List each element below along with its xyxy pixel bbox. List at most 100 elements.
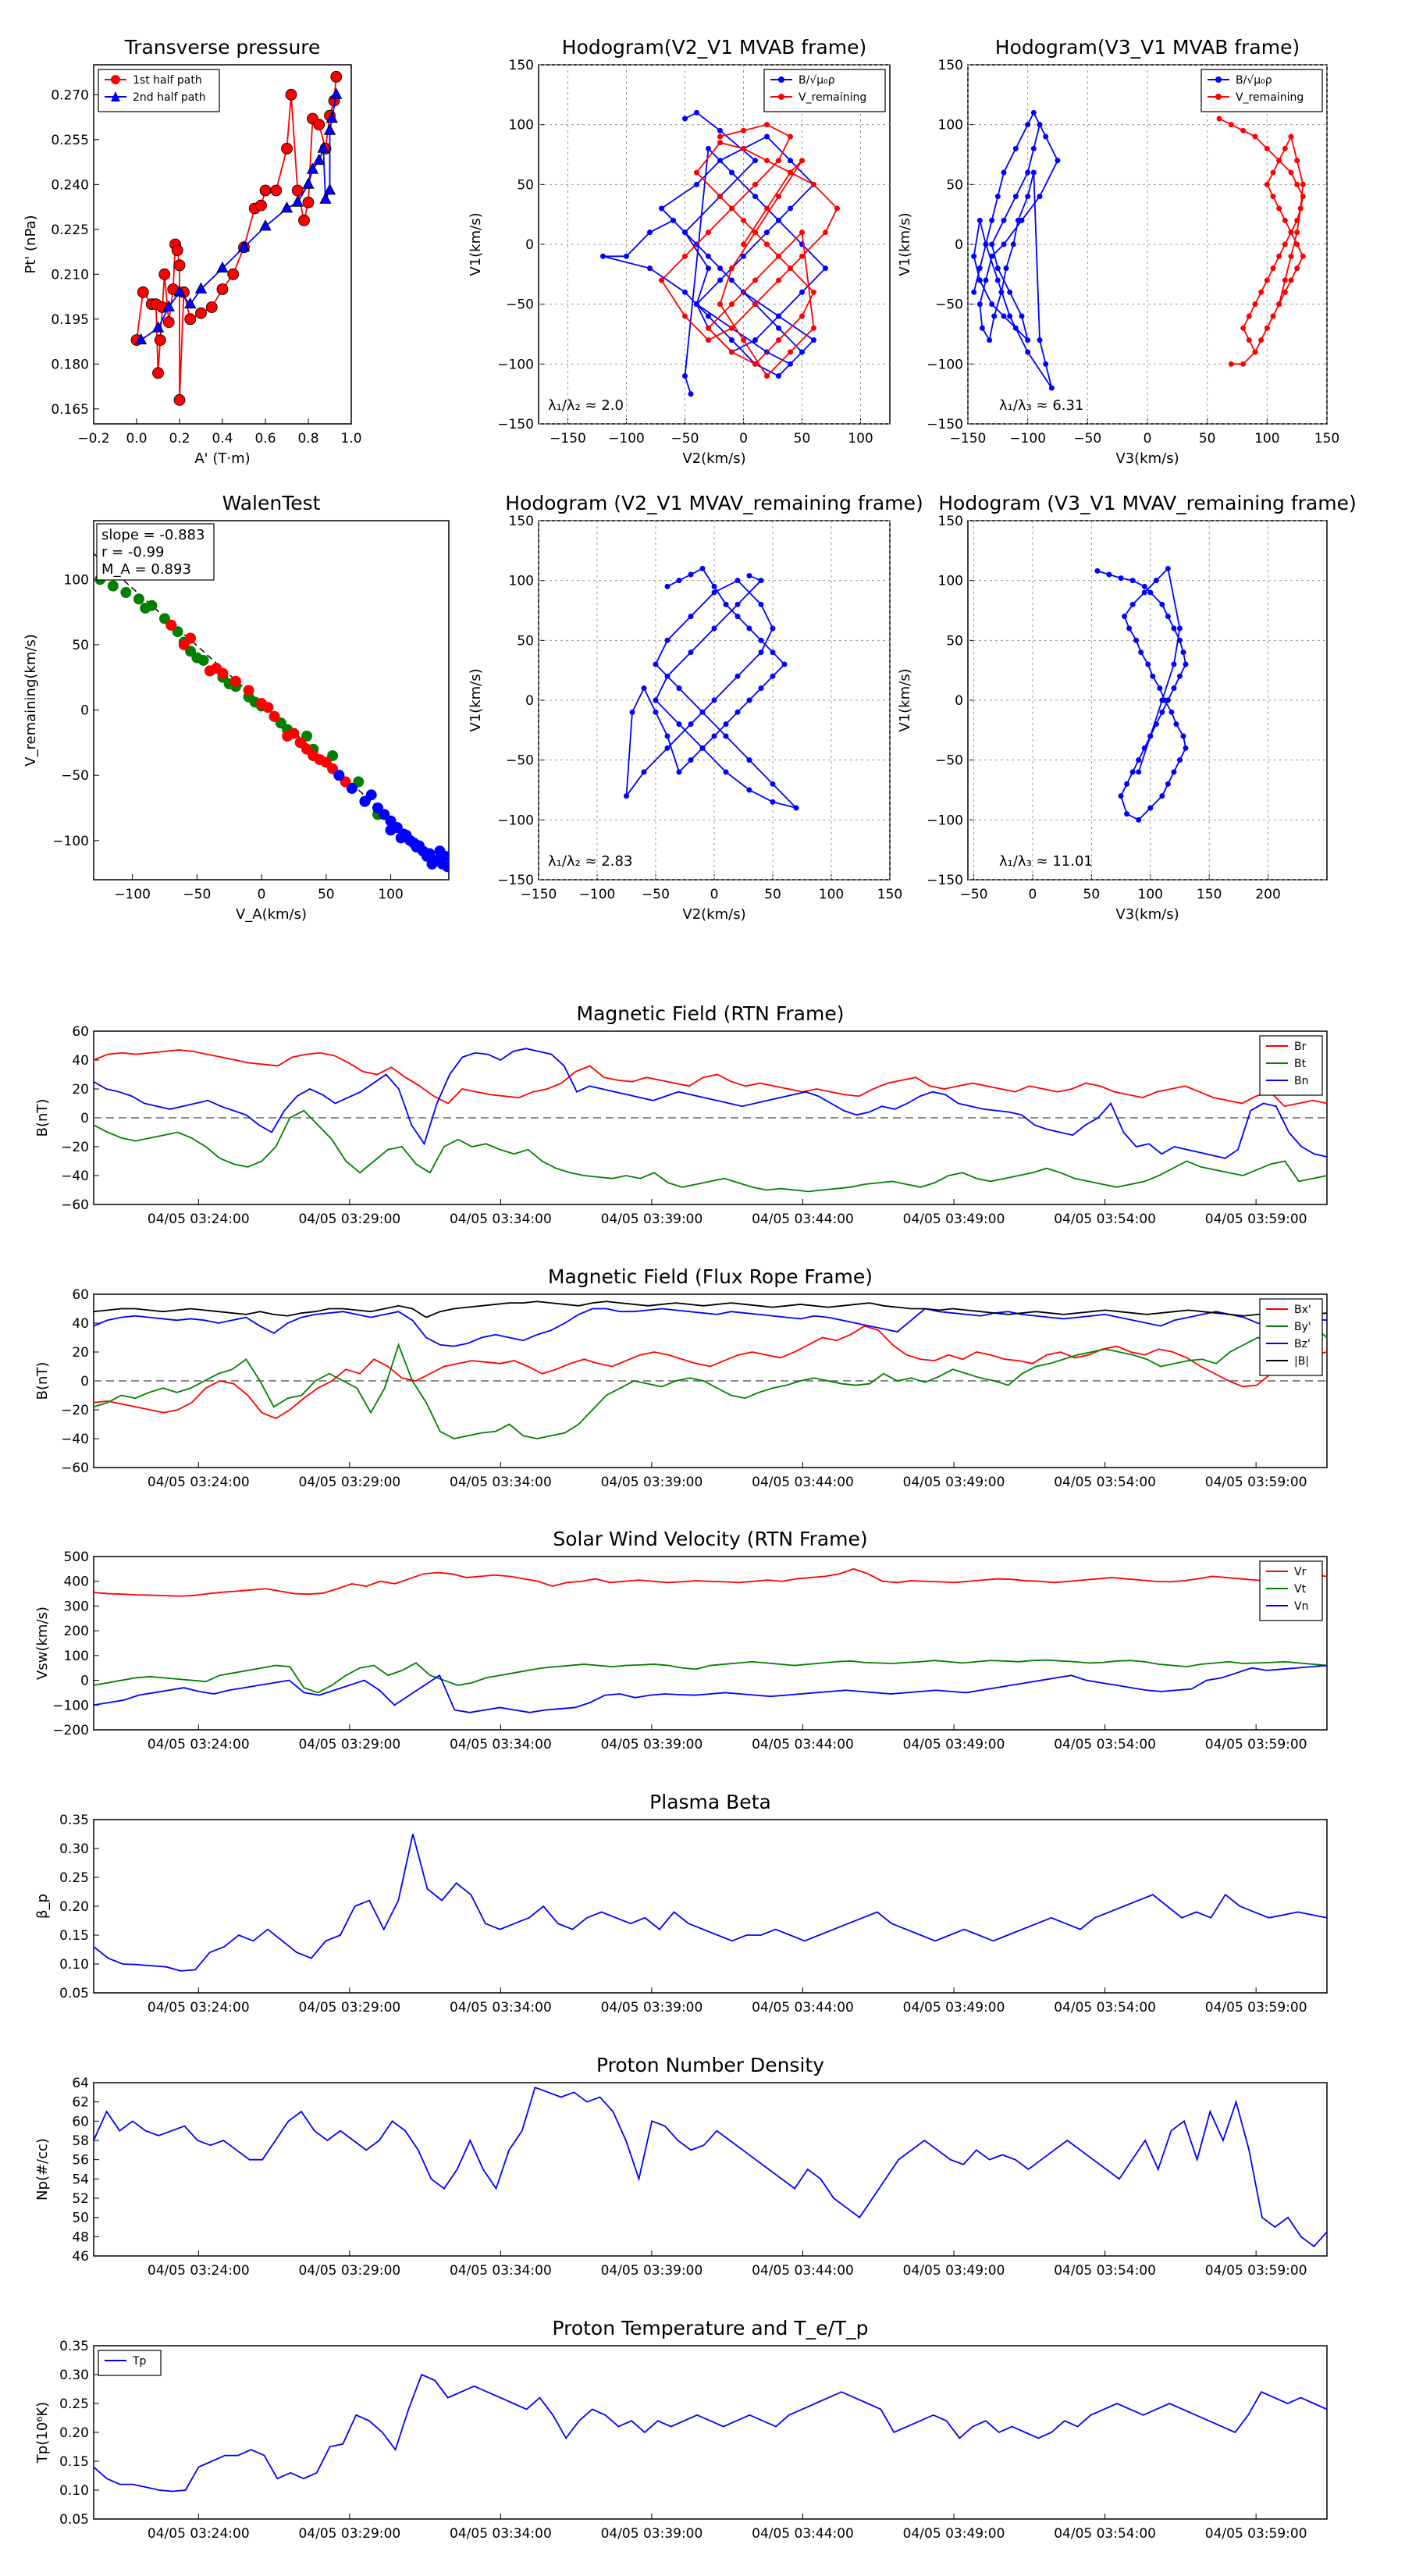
hodo_v2v1_mvab-series-b--point [706, 253, 711, 259]
hodo_v2v1_mvab-series-v-remaining-point [764, 122, 770, 128]
hodo_v3v1_mvav-annotation: λ₁/λ₃ ≈ 11.01 [999, 853, 1093, 870]
hodo_v2v1_mvav-ytick-label: −100 [497, 813, 534, 828]
hodo_v2v1_mvab-series-b--point [752, 194, 758, 200]
walen-xtick-label: −100 [114, 887, 151, 902]
hodo_v2v1_mvav-series-v-remaining-point [688, 571, 694, 578]
hodo_v2v1_mvav-series-v-remaining-point [758, 601, 764, 607]
temp-xtick-label: 04/05 03:29:00 [298, 2526, 400, 2542]
transverse-ytick-label: 0.180 [51, 357, 89, 372]
mag_fr-legend-label: Bz' [1294, 1338, 1311, 1350]
hodo_v3v1_mvab-series-v-remaining-point [1252, 133, 1258, 140]
hodo_v3v1_mvab-series-b--point [1001, 169, 1007, 176]
hodo_v3v1_mvav-series-v-remaining-point [1094, 568, 1101, 574]
hodo_v2v1_mvab-series-v-remaining-point [788, 169, 793, 176]
hodo_v2v1_mvav-ytick-label: −150 [497, 873, 534, 888]
hodo_v3v1_mvab-series-b--point [989, 241, 995, 247]
mag_fr-ytick-label: −60 [61, 1461, 89, 1476]
density-ytick-label: 64 [72, 2076, 89, 2091]
hodo_v2v1_mvav-series-v-remaining-point [629, 709, 635, 715]
transverse-series-2nd-half-path-point [325, 112, 338, 123]
hodo_v2v1_mvab-series-b--point [788, 205, 793, 212]
transverse-series-2nd-half-path-point [323, 123, 336, 135]
hodo_v3v1_mvav-chart: Hodogram (V3_V1 MVAV_remaining frame) −15… [897, 492, 1357, 923]
hodo_v2v1_mvab-chart: Hodogram(V2_V1 MVAB frame) −150 −100 −50 0 50… [468, 36, 891, 467]
transverse-legend-label: 1st half path [133, 74, 202, 87]
hodo_v3v1_mvab-series-v-remaining-point [1258, 337, 1264, 343]
hodo_v2v1_mvav-series-v-remaining-point [711, 589, 717, 596]
transverse-xlabel: A' (T·m) [194, 450, 250, 467]
walen-ytick-label: −100 [52, 834, 89, 849]
vsw-ytick-label: 100 [64, 1649, 89, 1664]
vsw-ytick-label: 200 [64, 1624, 89, 1639]
hodo_v2v1_mvab-ytick-label: −50 [506, 297, 534, 313]
transverse-series-1st-half-path-point [227, 268, 240, 280]
hodo_v2v1_mvab-series-b--point [776, 373, 781, 379]
hodo_v3v1_mvab-series-v-remaining-point [1300, 253, 1306, 259]
mag_fr-xtick-label: 04/05 03:54:00 [1054, 1475, 1156, 1490]
hodo_v2v1_mvab-series-v-remaining-point [659, 277, 664, 283]
transverse-series-2nd-half-path-point [184, 297, 197, 309]
hodo_v3v1_mvab-series-v-remaining-point [1294, 265, 1300, 272]
hodo_v2v1_mvav-xlabel: V2(km/s) [682, 906, 745, 923]
beta-xtick-label: 04/05 03:49:00 [903, 2000, 1005, 2016]
hodo_v3v1_mvav-series-v-remaining-point [1136, 769, 1142, 775]
hodo_v3v1_mvab-xtick-label: −150 [950, 431, 987, 447]
hodo_v3v1_mvav-series-v-remaining-point [1157, 685, 1163, 692]
walen-xtick-label: 0 [258, 887, 266, 902]
hodo_v3v1_mvab-series-v-remaining-point [1282, 277, 1288, 283]
vsw-ytick-label: −200 [52, 1723, 89, 1738]
vsw-chart: Solar Wind Velocity (RTN Frame) −200 −100 0… [34, 1528, 1328, 1752]
mag_rtn-series-bt-line [94, 1109, 1327, 1193]
hodo_v2v1_mvab-series-b--point [788, 158, 793, 164]
density-ytick-label: 58 [72, 2133, 89, 2149]
hodo_v3v1_mvav-series-v-remaining-point [1159, 697, 1165, 703]
hodo_v2v1_mvav-series-v-remaining-point [735, 614, 741, 620]
mag_fr-xtick-label: 04/05 03:29:00 [298, 1475, 400, 1490]
hodo_v3v1_mvav-series-v-remaining-point [1176, 625, 1183, 632]
hodo_v2v1_mvav-series-v-remaining-point [758, 637, 764, 643]
transverse-series-2nd-half-path-point [313, 153, 325, 165]
transverse-series-2nd-half-path-point [194, 282, 208, 294]
hodo_v2v1_mvav-xtick-label: −150 [521, 887, 557, 902]
hodo_v2v1_mvav-series-v-remaining-point [711, 625, 717, 632]
hodo_v2v1_mvav-xtick-label: 100 [819, 887, 844, 902]
transverse-xtick-label: −0.2 [77, 431, 109, 447]
hodo_v2v1_mvav-series-v-remaining-point [653, 661, 659, 667]
hodo_v2v1_mvab-series-v-remaining-point [752, 301, 758, 308]
hodo_v2v1_mvab-series-b--point [694, 109, 699, 116]
temp-legend [98, 2350, 162, 2376]
hodo_v2v1_mvab-series-b--point [600, 253, 606, 259]
hodo_v2v1_mvab-series-v-remaining-point [717, 140, 723, 146]
transverse-series-1st-half-path-point [302, 196, 315, 208]
hodo_v2v1_mvab-xtick-label: −100 [608, 431, 645, 447]
vsw-legend-label: Vr [1294, 1566, 1307, 1578]
temp-xtick-label: 04/05 03:44:00 [752, 2526, 854, 2542]
temp-xtick-label: 04/05 03:24:00 [148, 2526, 250, 2542]
hodo_v3v1_mvab-series-v-remaining-point [1240, 361, 1247, 367]
hodo_v3v1_mvab-xtick-label: 50 [1199, 431, 1216, 447]
hodo_v2v1_mvav-series-v-remaining-point [746, 787, 752, 793]
mag_fr-legend-label: |B| [1294, 1355, 1309, 1368]
hodo_v3v1_mvab-series-v-remaining-point [1297, 205, 1304, 212]
mag_fr-xtick-label: 04/05 03:39:00 [601, 1475, 703, 1490]
temp-ytick-label: 0.15 [59, 2454, 89, 2470]
mag_rtn-xtick-label: 04/05 03:34:00 [450, 1212, 552, 1227]
transverse-series-1st-half-path-point [285, 88, 297, 101]
hodo_v3v1_mvav-series-v-remaining-point [1165, 565, 1171, 571]
hodo_v2v1_mvab-series-b--point [729, 169, 735, 176]
hodo_v3v1_mvav-series-v-remaining-point [1180, 733, 1186, 739]
beta-chart: Plasma Beta 0.05 0.10 0.15 0.20 0.25 0.30 0.35 0… [34, 1791, 1328, 2016]
density-ytick-label: 54 [72, 2172, 89, 2187]
hodo_v3v1_mvab-series-b--point [1030, 145, 1037, 151]
transverse-series-2nd-half-path-point [173, 285, 186, 297]
hodo_v2v1_mvab-series-v-remaining-point [799, 158, 805, 164]
walen-xlabel: V_A(km/s) [236, 906, 307, 923]
hodo_v2v1_mvab-title: Hodogram(V2_V1 MVAB frame) [562, 36, 866, 59]
hodo_v2v1_mvab-xtick-label: 0 [739, 431, 748, 447]
mag_fr-ytick-label: 0 [80, 1374, 89, 1389]
walen-data [94, 553, 449, 873]
temp-ylabel: Tp(10⁶K) [34, 2402, 51, 2464]
hodo_v3v1_mvab-annotation: λ₁/λ₃ ≈ 6.31 [999, 397, 1083, 414]
hodo_v3v1_mvab-series-b--point [971, 253, 977, 259]
transverse-series-1st-half-path-point [173, 393, 186, 406]
